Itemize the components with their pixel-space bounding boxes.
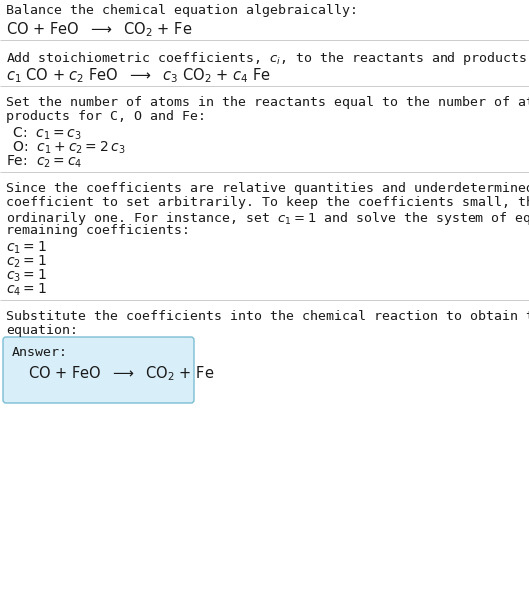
Text: $\mathregular{CO}$ $+$ $\mathregular{FeO}$  $\longrightarrow$  $\mathregular{CO_: $\mathregular{CO}$ $+$ $\mathregular{FeO… <box>6 20 193 39</box>
Text: Since the coefficients are relative quantities and underdetermined, choose a: Since the coefficients are relative quan… <box>6 182 529 195</box>
Text: C:  $c_1 = c_3$: C: $c_1 = c_3$ <box>8 126 82 143</box>
Text: Answer:: Answer: <box>12 346 68 359</box>
Text: coefficient to set arbitrarily. To keep the coefficients small, the arbitrary va: coefficient to set arbitrarily. To keep … <box>6 196 529 209</box>
Text: ordinarily one. For instance, set $c_1 = 1$ and solve the system of equations fo: ordinarily one. For instance, set $c_1 =… <box>6 210 529 227</box>
Text: $\mathregular{CO}$ $+$ $\mathregular{FeO}$  $\longrightarrow$  $\mathregular{CO_: $\mathregular{CO}$ $+$ $\mathregular{FeO… <box>28 364 215 382</box>
Text: remaining coefficients:: remaining coefficients: <box>6 224 190 237</box>
Text: $c_3 = 1$: $c_3 = 1$ <box>6 268 47 285</box>
Text: Substitute the coefficients into the chemical reaction to obtain the balanced: Substitute the coefficients into the che… <box>6 310 529 323</box>
FancyBboxPatch shape <box>3 337 194 403</box>
Text: $c_4 = 1$: $c_4 = 1$ <box>6 282 47 299</box>
Text: $c_1 = 1$: $c_1 = 1$ <box>6 240 47 256</box>
Text: Add stoichiometric coefficients, $c_i$, to the reactants and products:: Add stoichiometric coefficients, $c_i$, … <box>6 50 529 67</box>
Text: Set the number of atoms in the reactants equal to the number of atoms in the: Set the number of atoms in the reactants… <box>6 96 529 109</box>
Text: $c_2 = 1$: $c_2 = 1$ <box>6 254 47 270</box>
Text: $c_1$ $\mathregular{CO}$ $+$ $c_2$ $\mathregular{FeO}$  $\longrightarrow$  $c_3$: $c_1$ $\mathregular{CO}$ $+$ $c_2$ $\mat… <box>6 66 271 85</box>
Text: equation:: equation: <box>6 324 78 337</box>
Text: Balance the chemical equation algebraically:: Balance the chemical equation algebraica… <box>6 4 358 17</box>
Text: O:  $c_1 + c_2 = 2\,c_3$: O: $c_1 + c_2 = 2\,c_3$ <box>8 140 125 157</box>
Text: Fe:  $c_2 = c_4$: Fe: $c_2 = c_4$ <box>6 154 83 171</box>
Text: products for C, O and Fe:: products for C, O and Fe: <box>6 110 206 123</box>
